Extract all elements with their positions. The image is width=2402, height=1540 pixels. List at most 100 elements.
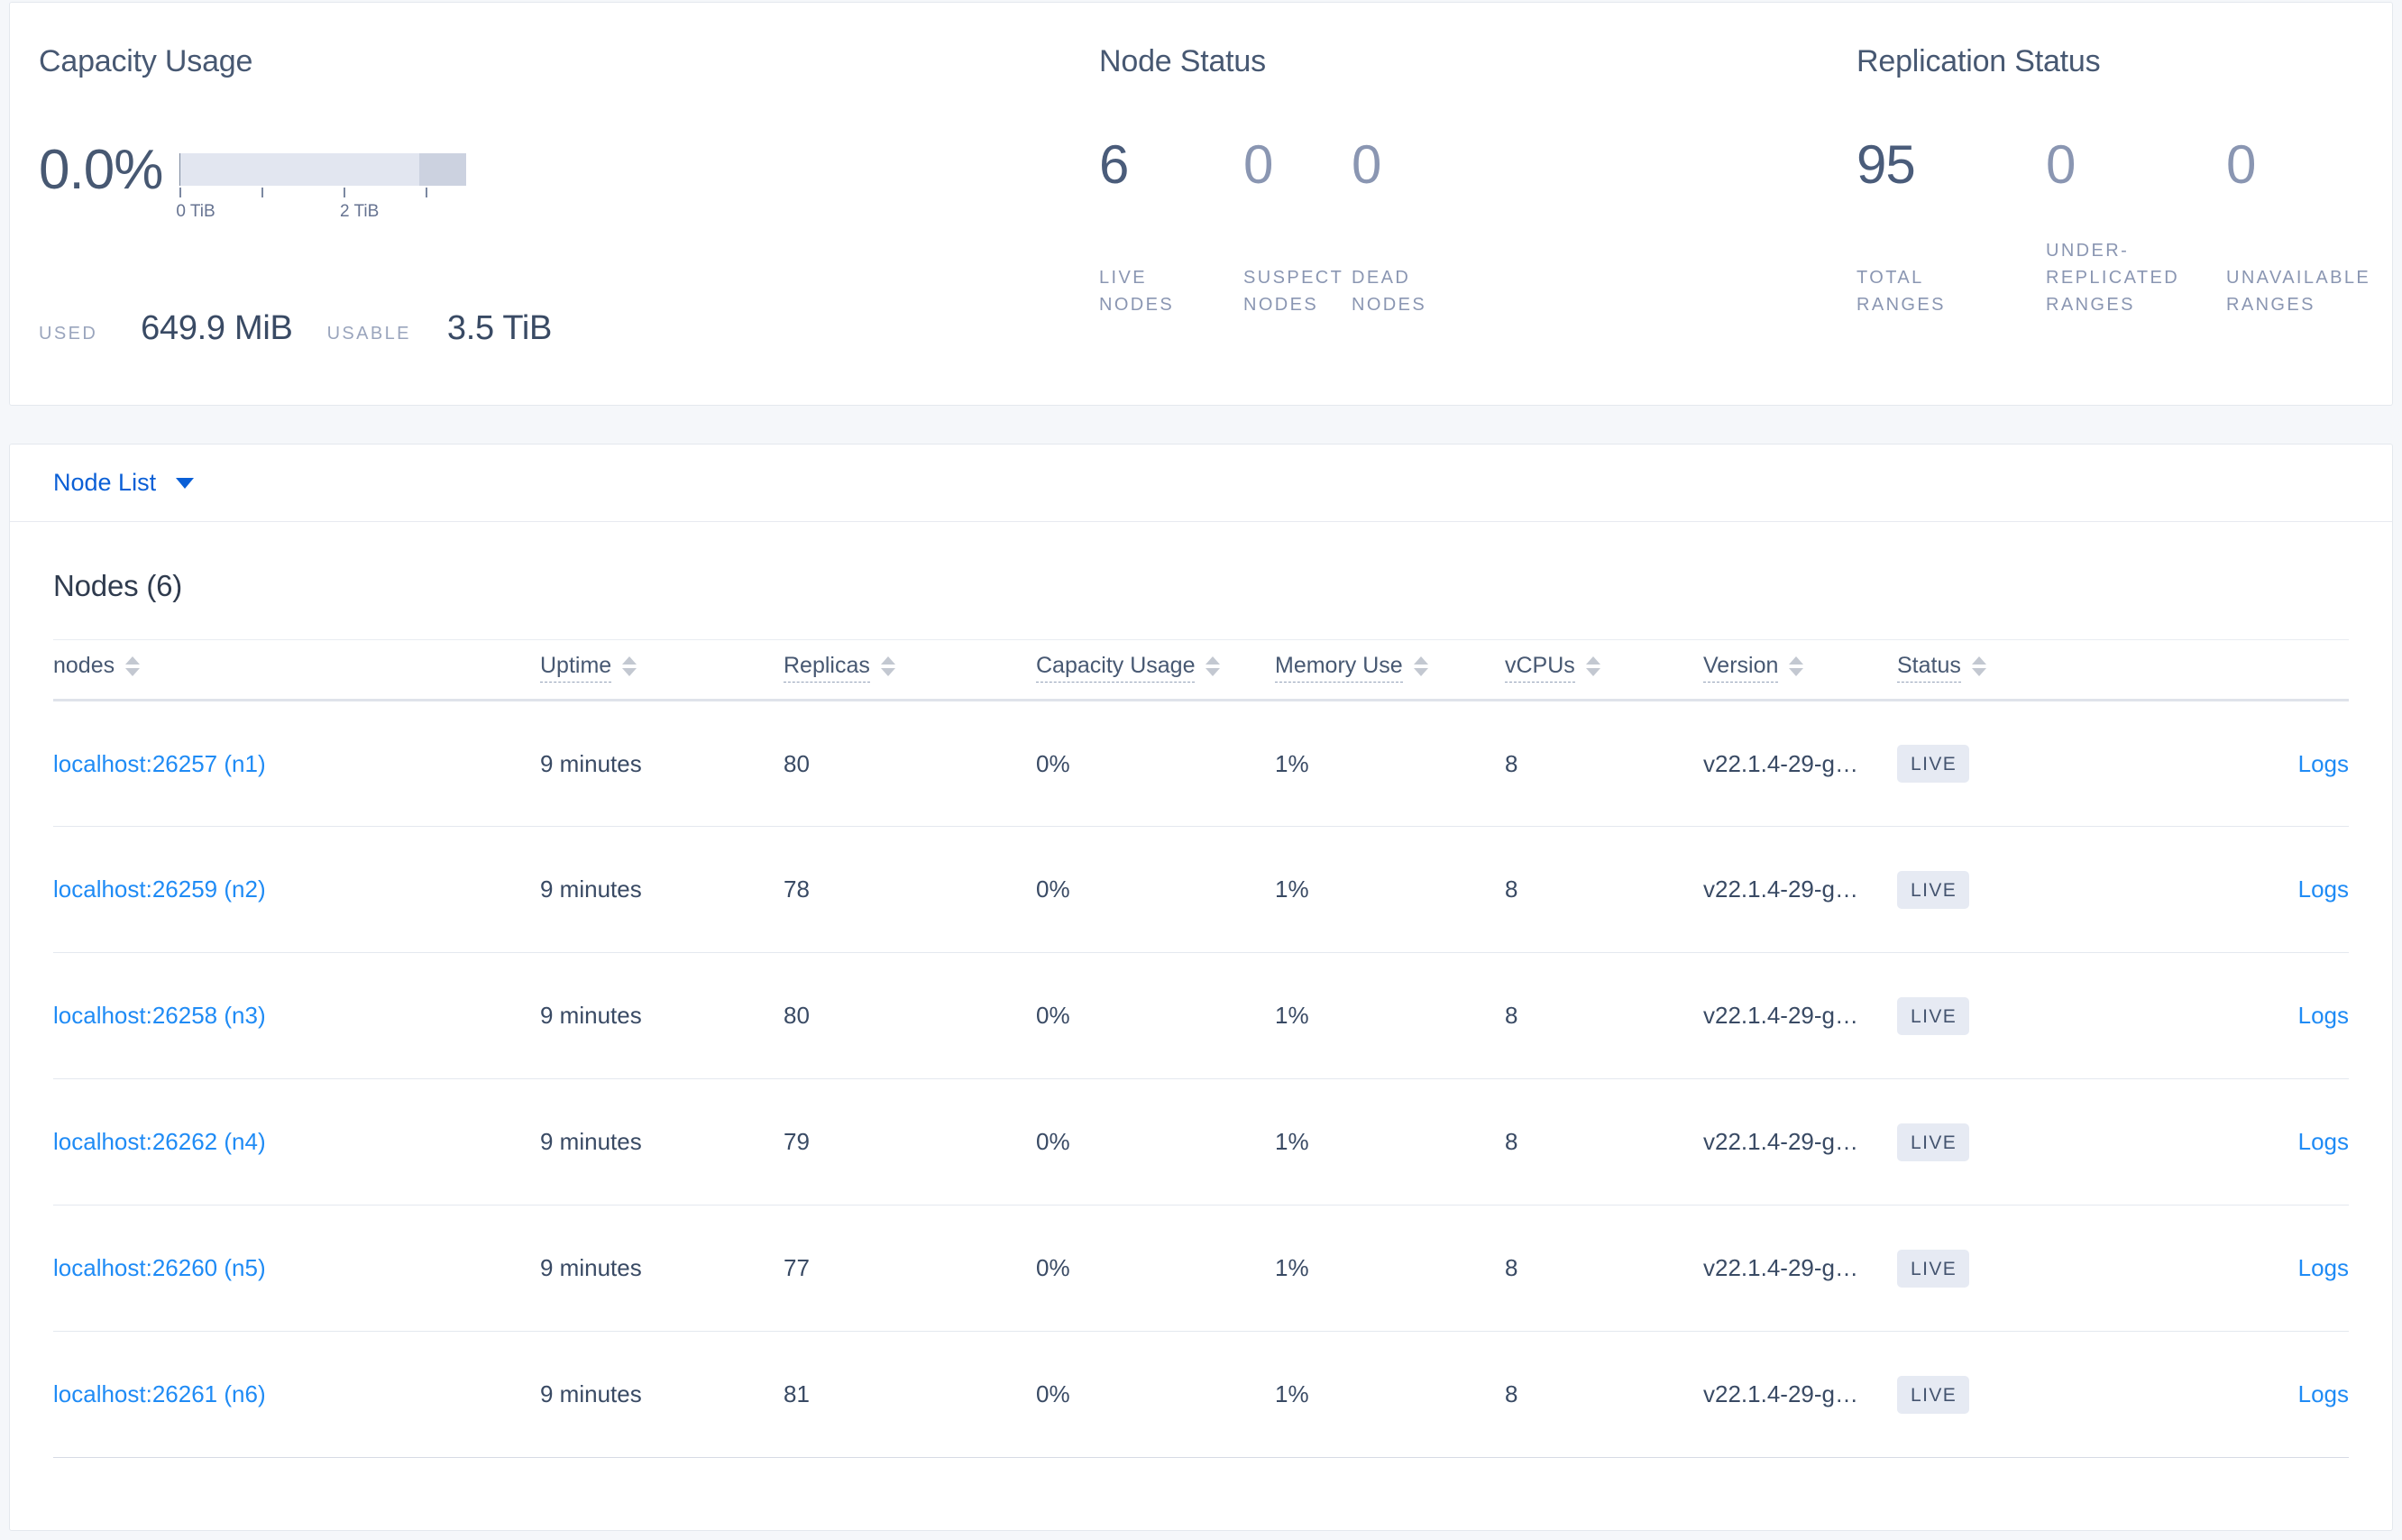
column-header-nodes[interactable]: nodes <box>53 639 540 701</box>
cell-memory-use: 1% <box>1275 952 1505 1079</box>
cluster-summary-card: Capacity Usage 0.0% 0 TiB 2 TiB USED 649.… <box>9 2 2393 406</box>
metric-value: 95 <box>1857 134 1916 195</box>
cell-logs: Logs <box>2168 1331 2349 1458</box>
cell-replicas: 81 <box>784 1331 1036 1458</box>
node-link[interactable]: localhost:26262 (n4) <box>53 1128 266 1155</box>
node-link[interactable]: localhost:26258 (n3) <box>53 1002 266 1029</box>
capacity-axis-tick <box>425 188 427 197</box>
cell-node: localhost:26258 (n3) <box>53 952 540 1079</box>
sort-arrows-icon[interactable] <box>1413 653 1428 676</box>
cell-vcpus: 8 <box>1505 700 1703 827</box>
column-header-inner: Uptime <box>540 653 784 683</box>
sort-ascending-icon[interactable] <box>125 656 141 665</box>
sort-ascending-icon[interactable] <box>880 656 895 665</box>
node-table-container: Nodes (6) nodes Uptime Replicas Capacity Us… <box>10 522 2392 1458</box>
capacity-axis-label: 2 TiB <box>340 202 380 221</box>
logs-link[interactable]: Logs <box>2297 1002 2349 1029</box>
sort-ascending-icon[interactable] <box>1585 656 1600 665</box>
sort-ascending-icon[interactable] <box>1206 656 1221 665</box>
capacity-axis-tick <box>344 188 346 197</box>
node-link[interactable]: localhost:26261 (n6) <box>53 1380 266 1407</box>
node-status-panel: Node Status 6 LIVE NODES 0 SUSPECT NODES 0 DE… <box>1056 3 1813 405</box>
logs-link[interactable]: Logs <box>2297 875 2349 903</box>
usable-value: 3.5 TiB <box>446 309 553 347</box>
cell-node: localhost:26259 (n2) <box>53 826 540 953</box>
cell-capacity-usage: 0% <box>1036 1331 1275 1458</box>
sort-descending-icon[interactable] <box>1413 668 1428 676</box>
column-header-status[interactable]: Status <box>1897 639 2168 701</box>
column-header-label: Status <box>1897 653 1961 683</box>
logs-link[interactable]: Logs <box>2297 749 2349 777</box>
capacity-bar-reserved <box>419 153 467 186</box>
sort-ascending-icon[interactable] <box>622 656 637 665</box>
sort-ascending-icon[interactable] <box>1971 656 1986 665</box>
column-header-memory-use[interactable]: Memory Use <box>1275 639 1505 701</box>
cell-status: LIVE <box>1897 952 2168 1079</box>
cell-uptime: 9 minutes <box>540 1205 784 1332</box>
cell-logs: Logs <box>2168 1205 2349 1332</box>
sort-descending-icon[interactable] <box>1789 668 1804 676</box>
node-link[interactable]: localhost:26260 (n5) <box>53 1254 266 1281</box>
metric-3: 0 UNAVAILABLE RANGES <box>2226 138 2402 316</box>
cell-vcpus: 8 <box>1505 1331 1703 1458</box>
logs-link[interactable]: Logs <box>2297 1380 2349 1407</box>
logs-link[interactable]: Logs <box>2297 1254 2349 1281</box>
column-header-replicas[interactable]: Replicas <box>784 639 1036 701</box>
node-link[interactable]: localhost:26259 (n2) <box>53 875 266 903</box>
cell-status: LIVE <box>1897 1331 2168 1458</box>
status-badge: LIVE <box>1897 1375 1970 1414</box>
cell-memory-use: 1% <box>1275 700 1505 827</box>
sort-arrows-icon[interactable] <box>880 653 895 676</box>
column-header-vcpus[interactable]: vCPUs <box>1505 639 1703 701</box>
capacity-bar-used-fill <box>179 153 181 186</box>
column-header-uptime[interactable]: Uptime <box>540 639 784 701</box>
column-header-version[interactable]: Version <box>1703 639 1897 701</box>
metric-1: 6 LIVE NODES <box>1099 138 1243 316</box>
nodes-count-heading: Nodes (6) <box>53 569 183 602</box>
column-header-inner: Memory Use <box>1275 653 1505 683</box>
sort-arrows-icon[interactable] <box>1971 653 1986 676</box>
cell-vcpus: 8 <box>1505 952 1703 1079</box>
sort-descending-icon[interactable] <box>1585 668 1600 676</box>
column-header-label: vCPUs <box>1505 653 1575 683</box>
sort-descending-icon[interactable] <box>880 668 895 676</box>
sort-arrows-icon[interactable] <box>622 653 637 676</box>
metric-caption: UNDER- REPLICATED RANGES <box>2046 241 2180 315</box>
used-value: 649.9 MiB <box>141 309 293 347</box>
node-link[interactable]: localhost:26257 (n1) <box>53 749 266 777</box>
metric-2: 0 SUSPECT NODES <box>1243 138 1352 316</box>
metric-caption: UNAVAILABLE RANGES <box>2226 268 2371 315</box>
capacity-axis-tick <box>261 188 264 197</box>
sort-descending-icon[interactable] <box>622 668 637 676</box>
capacity-axis-label: 0 TiB <box>176 202 215 221</box>
cell-node: localhost:26257 (n1) <box>53 700 540 827</box>
column-header-label: Memory Use <box>1275 653 1403 683</box>
cell-capacity-usage: 0% <box>1036 1078 1275 1205</box>
sort-arrows-icon[interactable] <box>125 653 141 676</box>
metric-caption: SUSPECT NODES <box>1243 268 1344 315</box>
cell-logs: Logs <box>2168 826 2349 953</box>
cell-uptime: 9 minutes <box>540 1078 784 1205</box>
used-label: USED <box>39 324 98 344</box>
chevron-down-icon <box>176 477 195 489</box>
column-header-capacity-usage[interactable]: Capacity Usage <box>1036 639 1275 701</box>
sort-ascending-icon[interactable] <box>1789 656 1804 665</box>
sort-arrows-icon[interactable] <box>1789 653 1804 676</box>
sort-descending-icon[interactable] <box>1971 668 1986 676</box>
column-header-inner: Version <box>1703 653 1897 683</box>
sort-ascending-icon[interactable] <box>1413 656 1428 665</box>
sort-arrows-icon[interactable] <box>1206 653 1221 676</box>
sort-descending-icon[interactable] <box>1206 668 1221 676</box>
sort-descending-icon[interactable] <box>125 668 141 676</box>
logs-link[interactable]: Logs <box>2297 1128 2349 1155</box>
cell-node: localhost:26261 (n6) <box>53 1331 540 1458</box>
sort-arrows-icon[interactable] <box>1585 653 1600 676</box>
node-list-dropdown[interactable]: Node List <box>53 469 195 497</box>
table-row: localhost:26258 (n3) 9 minutes 80 0% 1% 8 v22.… <box>53 952 2349 1079</box>
metric-caption: LIVE NODES <box>1099 268 1175 315</box>
status-badge: LIVE <box>1897 1123 1970 1161</box>
cell-replicas: 80 <box>784 700 1036 827</box>
column-header-inner: Status <box>1897 653 2168 683</box>
cell-uptime: 9 minutes <box>540 700 784 827</box>
column-header-label: nodes <box>53 653 115 678</box>
